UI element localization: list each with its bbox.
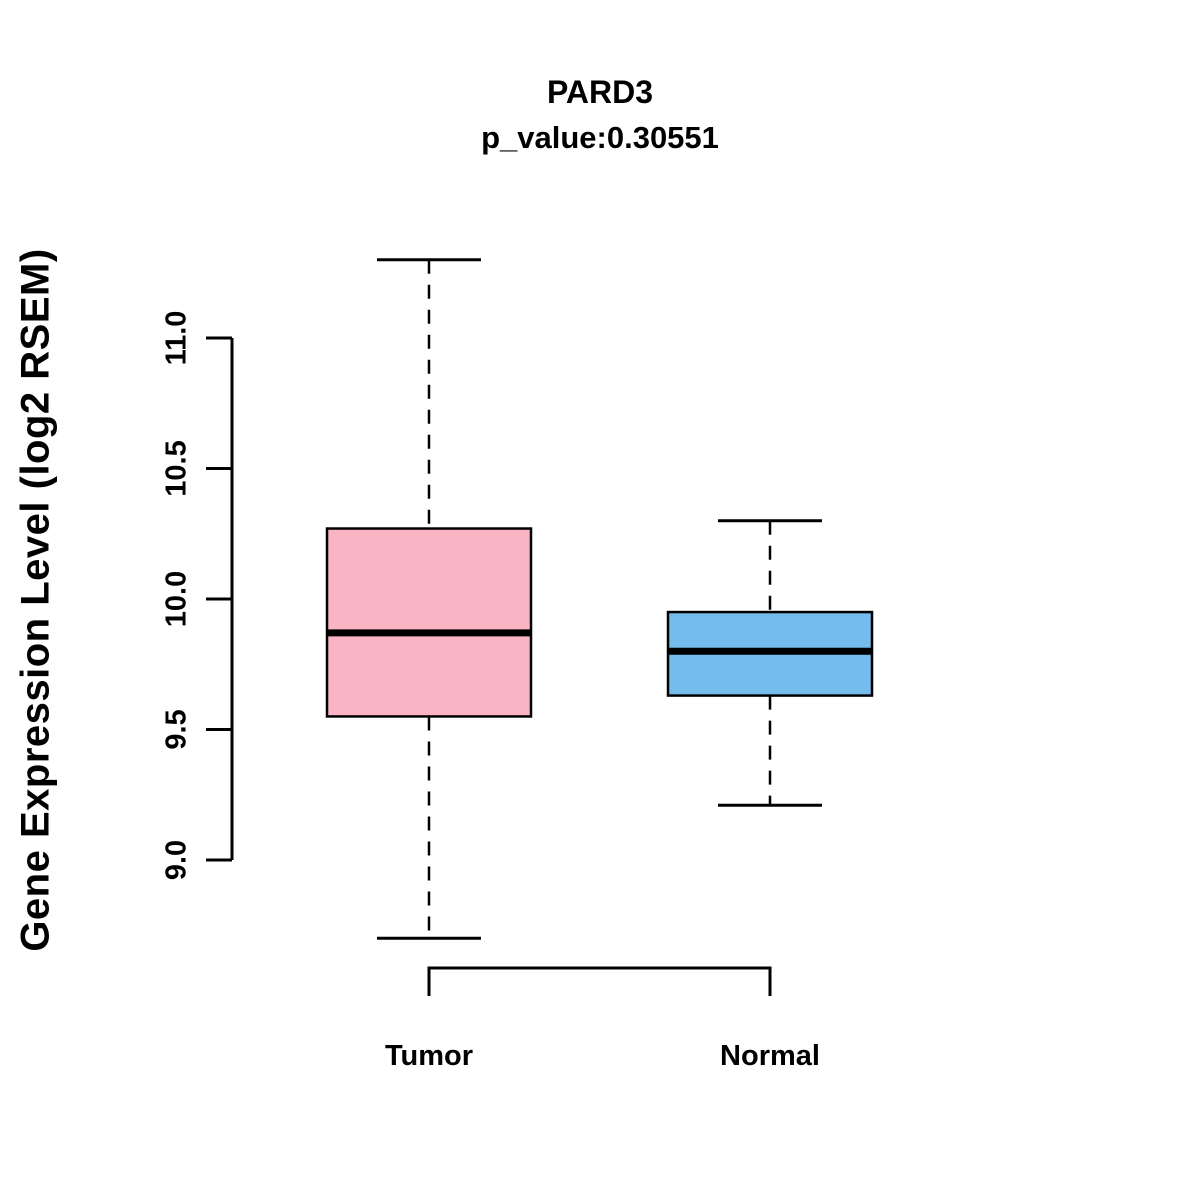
chart-subtitle: p_value:0.30551: [481, 120, 719, 155]
tumor-box: [325, 527, 533, 718]
y-tick-label: 9.5: [161, 709, 193, 749]
y-tick-label: 10.0: [161, 571, 193, 627]
x-category-tumor: Tumor: [384, 1040, 474, 1072]
y-tick-label: 9.0: [161, 840, 193, 880]
y-tick-label: 11.0: [161, 311, 193, 366]
y-tick-label: 10.5: [161, 440, 193, 496]
x-category-normal: Normal: [720, 1040, 820, 1072]
chart-title: PARD3: [546, 74, 654, 110]
x-axis-bracket: [427, 966, 772, 996]
